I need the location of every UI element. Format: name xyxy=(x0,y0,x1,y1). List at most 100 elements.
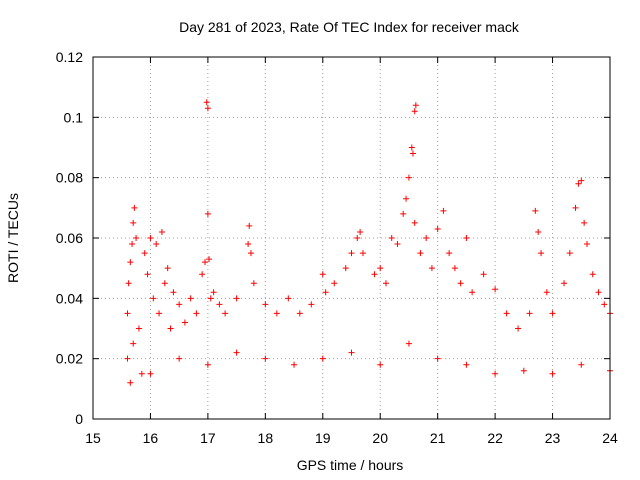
data-point xyxy=(193,310,200,317)
data-point xyxy=(423,235,430,241)
data-point xyxy=(204,361,211,368)
x-tick-label: 15 xyxy=(85,430,101,446)
data-point xyxy=(245,241,252,248)
data-point xyxy=(417,250,424,257)
data-point xyxy=(451,265,458,272)
data-point xyxy=(153,241,160,248)
data-point xyxy=(147,235,154,241)
x-tick-label: 17 xyxy=(200,430,216,446)
data-point xyxy=(578,361,585,368)
data-point xyxy=(492,286,499,293)
data-point xyxy=(457,280,464,287)
data-point xyxy=(543,289,550,296)
data-point xyxy=(584,241,591,248)
data-point xyxy=(331,280,338,287)
plot-frame xyxy=(92,56,611,420)
data-point xyxy=(206,256,213,263)
data-point xyxy=(147,370,154,377)
data-point xyxy=(492,370,499,377)
y-tick-label: 0.1 xyxy=(64,109,84,125)
x-tick-label: 24 xyxy=(602,430,618,446)
data-point xyxy=(285,295,292,302)
data-point xyxy=(411,219,418,226)
data-point xyxy=(408,144,415,151)
x-tick-label: 21 xyxy=(430,430,446,446)
data-point xyxy=(233,295,240,302)
data-point xyxy=(131,204,138,211)
data-point xyxy=(400,210,407,217)
data-point xyxy=(434,355,441,362)
data-point xyxy=(150,295,157,302)
y-tick-label: 0.12 xyxy=(56,49,83,65)
data-point xyxy=(125,280,132,287)
data-point xyxy=(480,271,487,278)
axis-ticks: 15 16 17 18 19 20 21 22 23 24 0 0.02 0.04 0.06 0.08 0.1… xyxy=(56,49,618,446)
data-point xyxy=(141,250,148,257)
data-point xyxy=(411,108,418,115)
data-point xyxy=(566,250,573,257)
data-point xyxy=(403,195,410,202)
data-point xyxy=(204,210,211,217)
data-point xyxy=(156,310,163,317)
data-point xyxy=(181,319,188,326)
data-point xyxy=(204,105,211,112)
data-point xyxy=(601,301,608,308)
data-point xyxy=(434,225,441,232)
data-point xyxy=(130,219,137,226)
data-point xyxy=(144,271,151,278)
y-tick-label: 0.02 xyxy=(56,351,83,367)
data-point xyxy=(135,325,142,332)
data-point xyxy=(262,355,269,362)
grid-lines xyxy=(93,57,610,419)
data-point xyxy=(187,295,194,302)
data-point xyxy=(469,289,476,296)
data-point xyxy=(348,250,355,257)
x-tick-label: 18 xyxy=(258,430,274,446)
data-points xyxy=(124,99,613,386)
y-tick-label: 0.06 xyxy=(56,230,83,246)
chart-title: Day 281 of 2023, Rate Of TEC Index for r… xyxy=(179,19,520,35)
x-tick-label: 23 xyxy=(545,430,561,446)
data-point xyxy=(138,370,145,377)
data-point xyxy=(222,310,229,317)
data-point xyxy=(394,241,401,248)
data-point xyxy=(409,150,416,157)
data-point xyxy=(581,219,588,226)
data-point xyxy=(124,355,131,362)
data-point xyxy=(199,271,206,278)
data-point xyxy=(538,250,545,257)
data-point xyxy=(520,367,527,374)
data-point xyxy=(296,310,303,317)
data-point xyxy=(357,228,364,235)
data-point xyxy=(382,280,389,287)
data-point xyxy=(308,301,315,308)
data-point xyxy=(503,310,510,317)
data-point xyxy=(127,259,134,266)
data-point xyxy=(161,280,168,287)
y-axis-label: ROTI / TECUs xyxy=(5,193,21,283)
data-point xyxy=(515,325,522,332)
x-tick-label: 19 xyxy=(315,430,331,446)
data-point xyxy=(170,289,177,296)
data-point xyxy=(575,180,582,187)
y-tick-label: 0.04 xyxy=(56,290,83,306)
data-point xyxy=(130,340,137,347)
y-tick-label: 0 xyxy=(75,411,83,427)
data-point xyxy=(578,177,585,184)
data-point xyxy=(127,379,134,386)
data-point xyxy=(561,280,568,287)
data-point xyxy=(405,340,412,347)
data-point xyxy=(250,280,257,287)
data-point xyxy=(354,235,361,241)
data-point xyxy=(463,361,470,368)
data-point xyxy=(388,235,395,241)
data-point xyxy=(440,207,447,214)
data-point xyxy=(377,361,384,368)
data-point xyxy=(377,265,384,272)
data-point xyxy=(246,222,253,229)
data-point xyxy=(133,235,140,241)
data-point xyxy=(291,361,298,368)
data-point xyxy=(210,289,217,296)
x-tick-label: 20 xyxy=(372,430,388,446)
data-point xyxy=(158,228,165,235)
